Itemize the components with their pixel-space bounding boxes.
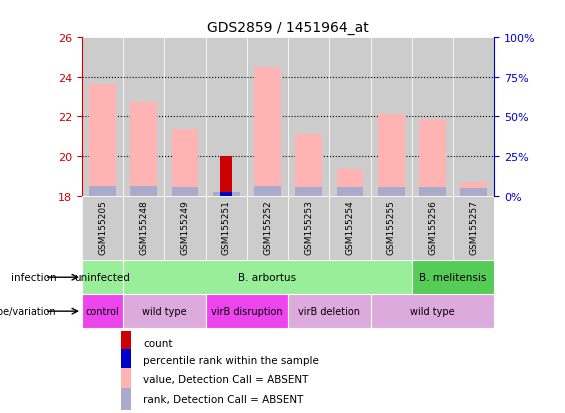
Bar — [371, 294, 494, 328]
Bar — [213, 193, 240, 197]
Text: percentile rank within the sample: percentile rank within the sample — [144, 356, 319, 366]
Bar — [295, 188, 322, 197]
Bar — [131, 103, 157, 197]
Bar — [123, 38, 164, 197]
Text: control: control — [86, 306, 119, 316]
Bar — [254, 67, 281, 197]
Text: GSM155248: GSM155248 — [140, 200, 148, 254]
Title: GDS2859 / 1451964_at: GDS2859 / 1451964_at — [207, 21, 369, 35]
Bar — [206, 38, 247, 197]
Bar — [120, 332, 131, 354]
Bar — [82, 294, 123, 328]
Bar — [82, 38, 123, 197]
Text: GSM155252: GSM155252 — [263, 200, 272, 254]
Text: GSM155253: GSM155253 — [305, 200, 313, 254]
Bar — [123, 197, 164, 261]
Bar — [247, 38, 288, 197]
Bar — [172, 188, 198, 197]
Bar — [329, 38, 371, 197]
Bar — [419, 188, 446, 197]
Bar — [120, 368, 131, 390]
Bar — [412, 197, 453, 261]
Bar — [329, 197, 371, 261]
Text: GSM155256: GSM155256 — [428, 200, 437, 254]
Bar — [164, 197, 206, 261]
Bar — [288, 197, 329, 261]
Bar — [164, 38, 206, 197]
Bar — [206, 294, 288, 328]
Bar — [419, 120, 446, 197]
Bar — [123, 294, 206, 328]
Text: GSM155255: GSM155255 — [387, 200, 396, 254]
Text: value, Detection Call = ABSENT: value, Detection Call = ABSENT — [144, 374, 308, 384]
Bar — [337, 188, 363, 197]
Bar — [378, 115, 405, 197]
Bar — [378, 188, 405, 197]
Text: GSM155249: GSM155249 — [181, 200, 189, 254]
Bar — [89, 187, 116, 197]
Bar — [337, 170, 363, 197]
Text: B. arbortus: B. arbortus — [238, 273, 297, 282]
Bar — [460, 183, 487, 197]
Bar — [412, 261, 494, 294]
Bar — [412, 38, 453, 197]
Bar — [220, 157, 232, 197]
Text: rank, Detection Call = ABSENT: rank, Detection Call = ABSENT — [144, 394, 303, 404]
Text: count: count — [144, 338, 173, 348]
Text: genotype/variation: genotype/variation — [0, 306, 56, 316]
Text: B. melitensis: B. melitensis — [419, 273, 487, 282]
Bar — [371, 197, 412, 261]
Text: wild type: wild type — [142, 306, 186, 316]
Bar — [288, 294, 371, 328]
Text: uninfected: uninfected — [75, 273, 131, 282]
Text: GSM155254: GSM155254 — [346, 200, 354, 254]
Text: virB disruption: virB disruption — [211, 306, 282, 316]
Bar — [131, 187, 157, 197]
Bar — [120, 388, 131, 411]
Bar — [89, 85, 116, 197]
Bar — [206, 197, 247, 261]
Text: GSM155251: GSM155251 — [222, 200, 231, 254]
Bar — [82, 261, 123, 294]
Bar — [295, 135, 322, 197]
Bar — [123, 261, 412, 294]
Bar — [453, 197, 494, 261]
Bar — [254, 187, 281, 197]
Bar — [453, 38, 494, 197]
Bar — [460, 188, 487, 197]
Bar — [247, 197, 288, 261]
Bar — [220, 193, 232, 197]
Bar — [288, 38, 329, 197]
Text: wild type: wild type — [410, 306, 455, 316]
Bar — [82, 197, 123, 261]
Bar — [172, 130, 198, 197]
Text: virB deletion: virB deletion — [298, 306, 360, 316]
Text: GSM155257: GSM155257 — [470, 200, 478, 254]
Text: infection: infection — [11, 273, 56, 282]
Bar — [371, 38, 412, 197]
Bar — [120, 349, 131, 372]
Text: GSM155205: GSM155205 — [98, 200, 107, 254]
